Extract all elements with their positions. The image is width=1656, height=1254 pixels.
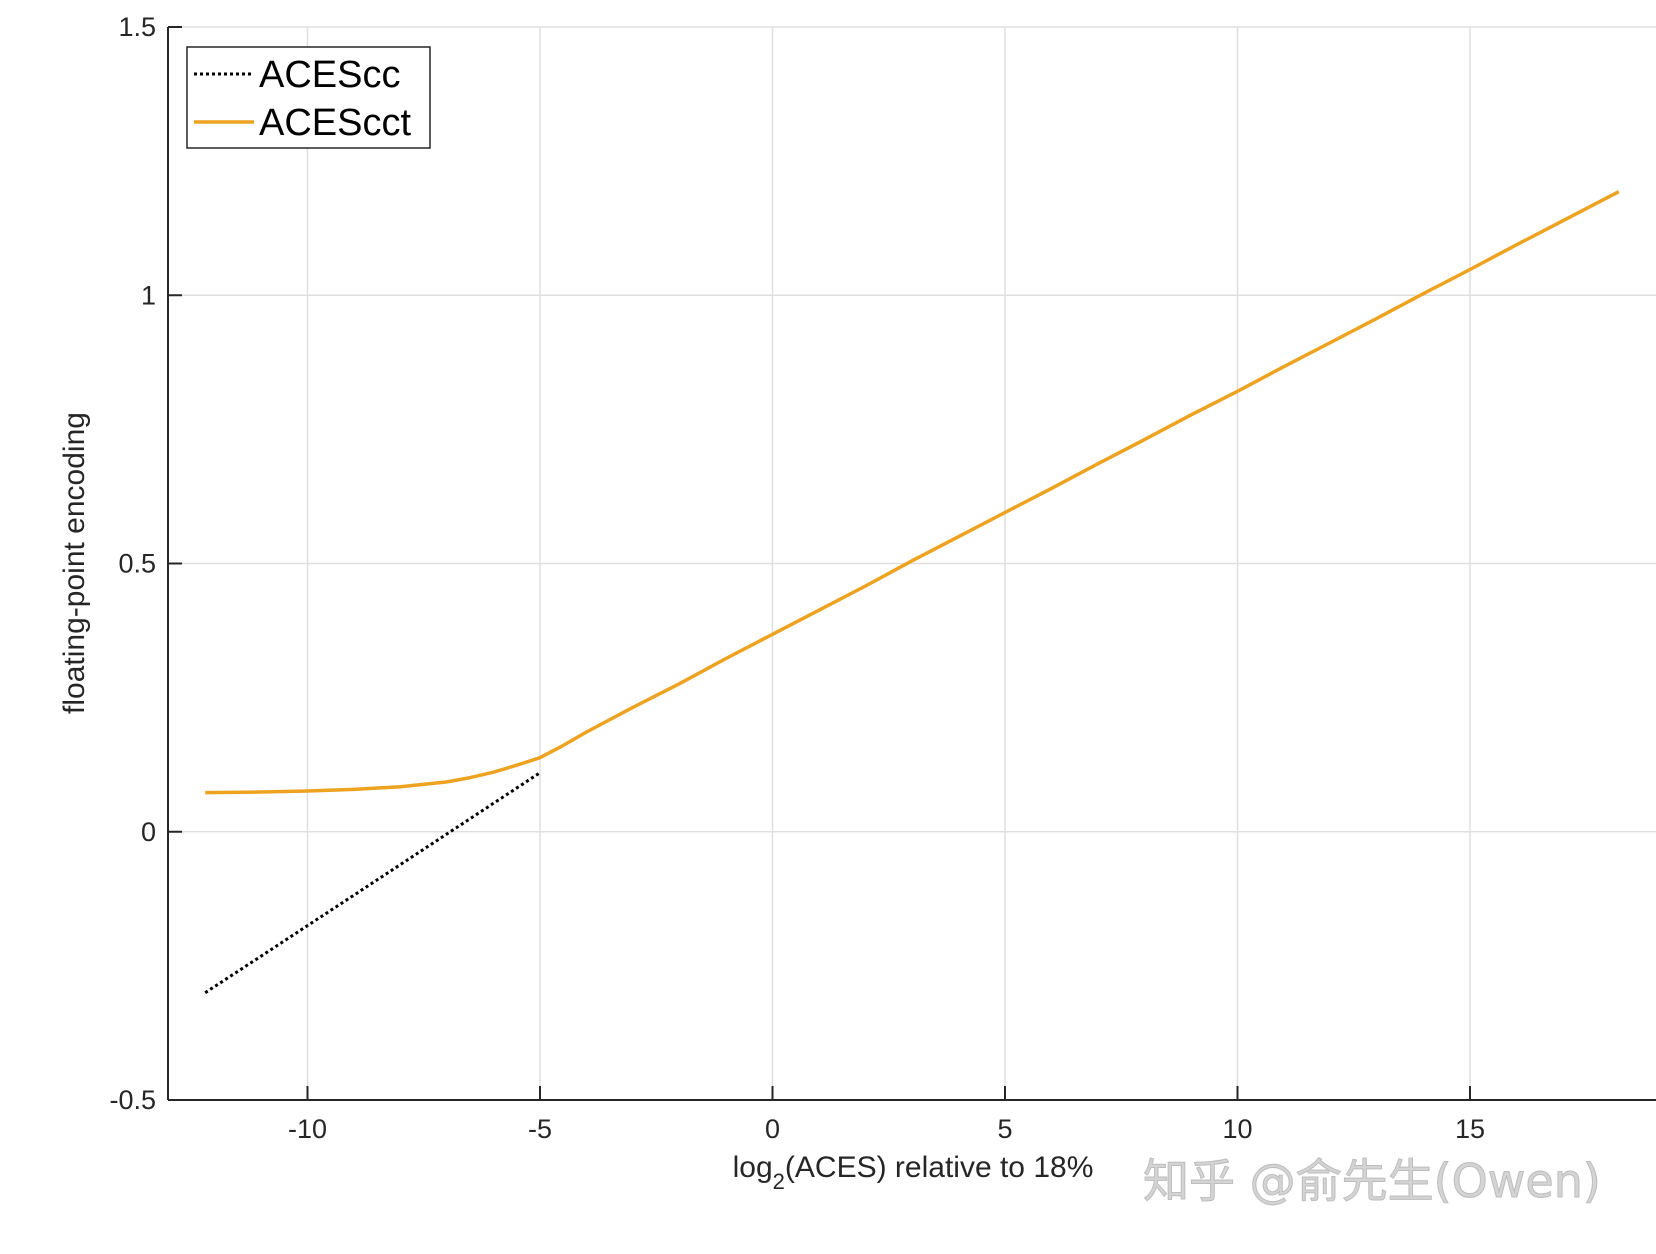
x-axis-ticks: -10 -5 0 5 10 15 xyxy=(288,1086,1485,1144)
series-line-acescct xyxy=(205,190,1620,795)
x-tick-label: -10 xyxy=(288,1114,327,1144)
y-tick-label: 0 xyxy=(141,817,156,847)
x-axis-label-prefix: log xyxy=(733,1151,773,1184)
x-tick-label: 10 xyxy=(1222,1114,1252,1144)
x-axis-label: log2(ACES) relative to 18% xyxy=(733,1151,1094,1194)
grid-lines xyxy=(168,26,1656,1101)
x-tick-label: 0 xyxy=(765,1114,780,1144)
watermark: 知乎 @俞先生(Owen) xyxy=(1143,1154,1601,1208)
x-axis-label-suffix: (ACES) relative to 18% xyxy=(785,1151,1093,1184)
series-line-acescc xyxy=(204,771,541,994)
legend-label-acescct: ACEScct xyxy=(259,102,411,144)
y-axis-ticks: -0.5 0 0.5 1 1.5 xyxy=(109,12,182,1115)
y-axis-label: floating-point encoding xyxy=(58,412,91,714)
legend-label-acescc: ACEScc xyxy=(259,54,400,96)
x-tick-label: -5 xyxy=(528,1114,552,1144)
y-tick-label: 0.5 xyxy=(118,549,156,579)
x-tick-label: 15 xyxy=(1455,1114,1485,1144)
legend-box xyxy=(186,46,431,149)
series-layer xyxy=(204,190,1620,994)
y-tick-label: 1 xyxy=(141,280,156,310)
x-axis-label-subscript: 2 xyxy=(773,1169,785,1194)
y-tick-label: 1.5 xyxy=(118,12,156,42)
legend: ACEScc ACEScct xyxy=(186,46,431,149)
x-tick-label: 5 xyxy=(997,1114,1012,1144)
y-tick-label: -0.5 xyxy=(109,1085,156,1115)
